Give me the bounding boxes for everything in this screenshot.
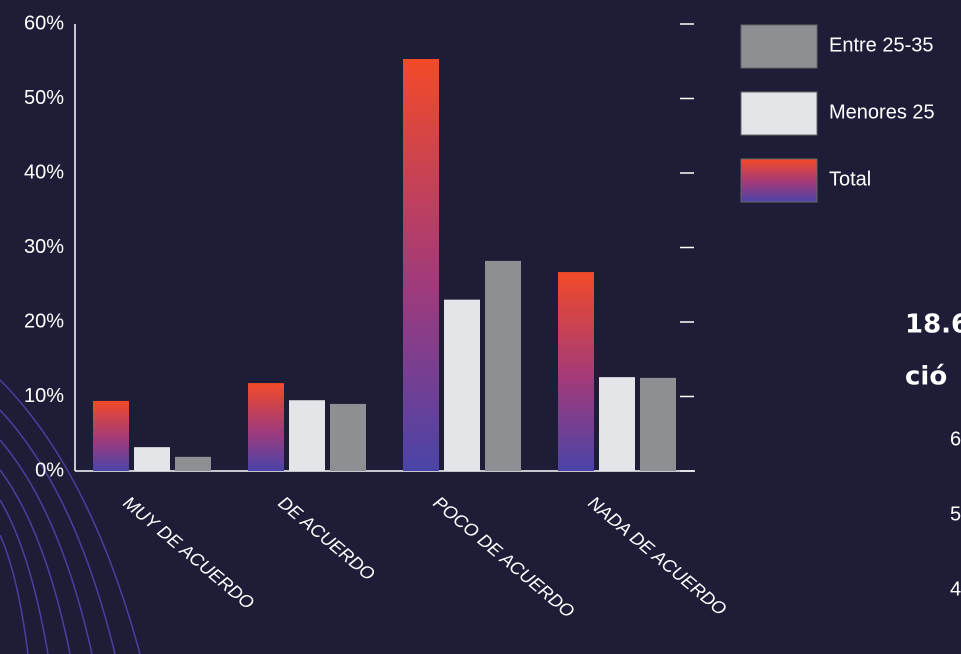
y-tick-label: 40% <box>24 161 64 183</box>
cropped-text: 5 <box>950 503 961 525</box>
cropped-text: 4 <box>950 578 961 600</box>
decoration <box>0 379 141 654</box>
bar <box>175 456 211 471</box>
bar <box>485 260 521 471</box>
bar <box>248 383 284 471</box>
bar <box>558 272 594 471</box>
bar <box>134 447 170 471</box>
cropped-text: 6 <box>950 428 961 450</box>
bar <box>403 59 439 471</box>
bar <box>640 377 676 471</box>
y-tick-label: 20% <box>24 310 64 332</box>
bar <box>330 403 366 471</box>
legend-swatch <box>740 91 818 136</box>
legend-label: Entre 25-35 <box>829 34 934 56</box>
y-tick-label: 50% <box>24 87 64 109</box>
legend-label: Menores 25 <box>829 101 935 123</box>
bar <box>93 400 129 471</box>
legend-swatch <box>740 24 818 69</box>
bar <box>444 299 480 471</box>
y-tick-label: 10% <box>24 385 64 407</box>
cropped-text: ció <box>905 362 947 392</box>
y-tick-label: 60% <box>24 12 64 34</box>
legend-label: Total <box>829 168 871 190</box>
bar <box>289 400 325 471</box>
bar <box>599 377 635 471</box>
y-tick-label: 0% <box>35 459 64 481</box>
cropped-text: 18.6 <box>905 310 961 340</box>
legend-swatch <box>740 158 818 203</box>
y-tick-label: 30% <box>24 236 64 258</box>
